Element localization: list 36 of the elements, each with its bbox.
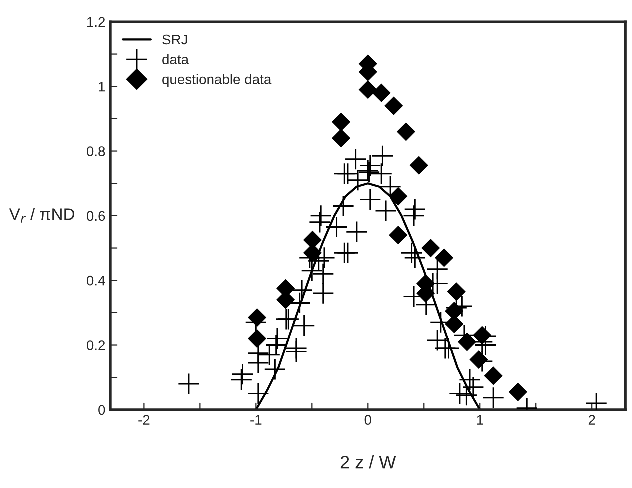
point	[384, 96, 404, 116]
x-axis-title: 2 z / W	[340, 456, 396, 469]
point	[248, 329, 267, 348]
point	[473, 326, 492, 345]
point	[508, 382, 528, 402]
y-tick-label: 0	[98, 405, 106, 416]
legend-label: SRJ	[162, 34, 188, 45]
point	[410, 156, 428, 175]
legend-label: data	[162, 54, 190, 65]
y-tick-label: 1	[99, 82, 106, 92]
point	[396, 122, 416, 142]
y-tick-label: 0.8	[86, 146, 106, 156]
y-tick-label: 0.2	[86, 340, 106, 350]
point	[358, 80, 378, 100]
x-tick-label: 0	[364, 415, 372, 425]
point	[470, 350, 488, 370]
y-tick-label: 0.4	[86, 276, 106, 286]
point	[389, 226, 408, 245]
point	[434, 248, 454, 268]
x-tick-label: -1	[250, 415, 262, 425]
point	[484, 366, 503, 386]
point	[447, 282, 466, 302]
x-tick-label: 2	[588, 415, 596, 425]
point	[422, 238, 440, 258]
point	[458, 332, 477, 352]
point	[372, 84, 391, 102]
y-axis-title: V$_{r}$ / πND	[9, 208, 75, 223]
point	[332, 129, 351, 148]
point	[332, 112, 351, 132]
legend-label: questionable data	[162, 74, 272, 88]
point	[389, 187, 408, 206]
point	[248, 308, 267, 328]
x-tick-label: 1	[477, 415, 484, 425]
y-tick-label: 0.6	[86, 211, 106, 222]
y-tick-label: 1.2	[87, 17, 106, 27]
x-tick-label: -2	[138, 415, 150, 425]
